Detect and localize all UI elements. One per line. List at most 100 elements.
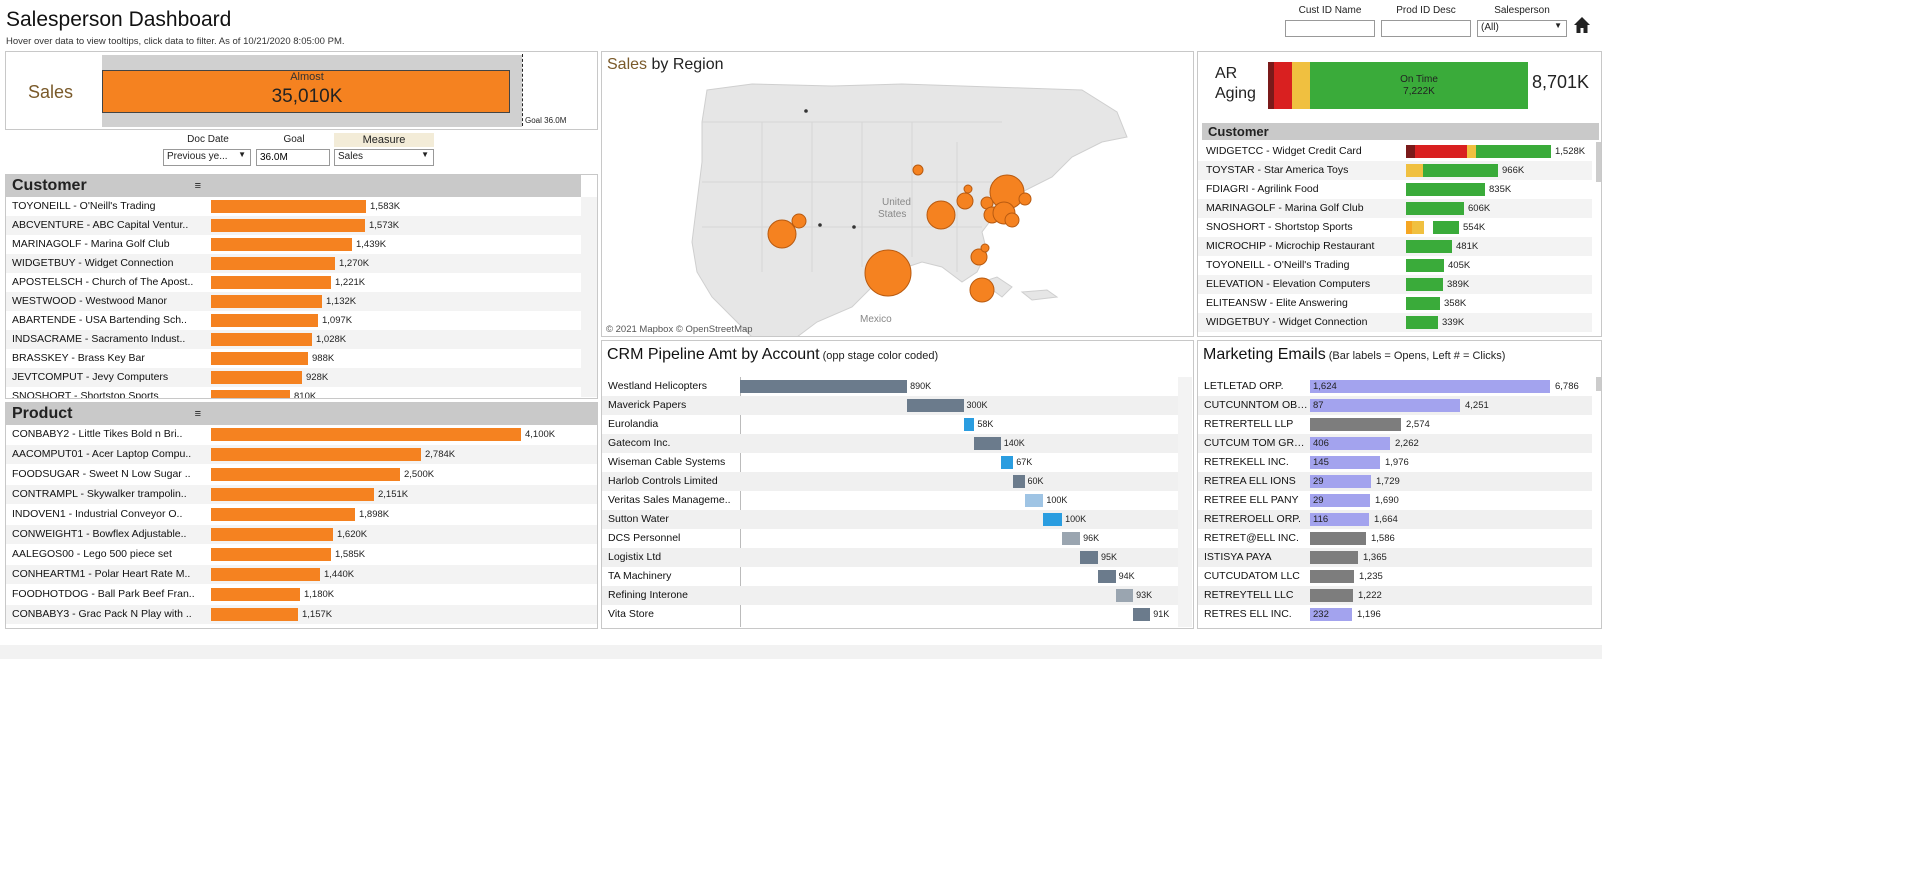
email-row[interactable]: LETLETAD ORP. 1,624 6,786 <box>1198 377 1592 396</box>
product-row-bar[interactable] <box>211 528 333 541</box>
crm-row-bar[interactable] <box>1043 513 1063 526</box>
product-row-bar[interactable] <box>211 568 320 581</box>
email-row-bar[interactable] <box>1310 570 1354 583</box>
customer-row-bar[interactable] <box>211 219 365 232</box>
customer-row-bar[interactable] <box>211 352 308 365</box>
crm-row[interactable]: Maverick Papers 300K <box>602 396 1178 415</box>
ar-row[interactable]: MICROCHIP - Microchip Restaurant 481K <box>1198 237 1592 256</box>
ar-row-segment[interactable] <box>1406 278 1443 291</box>
ar-row-segment[interactable] <box>1424 221 1433 234</box>
sales-kpi-bar[interactable] <box>102 70 510 113</box>
customer-row-bar[interactable] <box>211 371 302 384</box>
email-row-bar[interactable] <box>1310 589 1353 602</box>
crm-row-bar[interactable] <box>1013 475 1025 488</box>
email-row[interactable]: RETREYTELL LLC 1,222 <box>1198 586 1592 605</box>
crm-row-bar[interactable] <box>1080 551 1098 564</box>
email-row[interactable]: RETRES ELL INC. 232 1,196 <box>1198 605 1592 624</box>
crm-row[interactable]: DCS Personnel 96K <box>602 529 1178 548</box>
email-row-bar[interactable] <box>1310 437 1390 450</box>
email-row[interactable]: CUTCUM TOM GRAM 406 2,262 <box>1198 434 1592 453</box>
customer-row-bar[interactable] <box>211 238 352 251</box>
sales-bubble[interactable] <box>912 164 924 176</box>
email-row-bar[interactable] <box>1310 494 1370 507</box>
sort-icon[interactable]: ≡ <box>194 180 201 192</box>
crm-row-bar[interactable] <box>974 437 1001 450</box>
ar-row-segment[interactable] <box>1406 240 1452 253</box>
customer-row-bar[interactable] <box>211 276 331 289</box>
email-row-bar[interactable] <box>1310 513 1369 526</box>
ar-row[interactable]: WIDGETBUY - Widget Connection 339K <box>1198 313 1592 332</box>
customer-row[interactable]: WIDGETBUY - Widget Connection 1,270K <box>6 254 581 273</box>
ar-row[interactable]: WIDGETCC - Widget Credit Card 1,528K <box>1198 142 1592 161</box>
sales-bubble[interactable] <box>970 248 988 266</box>
product-row-bar[interactable] <box>211 428 521 441</box>
ar-row-segment[interactable] <box>1415 145 1467 158</box>
ar-row-segment[interactable] <box>1433 221 1459 234</box>
sales-bubbles[interactable] <box>767 164 1032 303</box>
product-row-bar[interactable] <box>211 608 298 621</box>
ar-scrollbar[interactable] <box>1596 142 1601 182</box>
customer-row[interactable]: SNOSHORT - Shortstop Sports 810K <box>6 387 581 398</box>
sales-bubble[interactable] <box>1018 192 1032 206</box>
crm-row-bar[interactable] <box>1115 589 1134 602</box>
goal-input[interactable] <box>256 149 330 166</box>
email-row[interactable]: RETREE ELL PANY 29 1,690 <box>1198 491 1592 510</box>
crm-row[interactable]: Refining Interone 93K <box>602 586 1178 605</box>
product-row[interactable]: CONTRAMPL - Skywalker trampolin.. 2,151K <box>6 485 597 504</box>
email-row[interactable]: CUTCUDATOM LLC 1,235 <box>1198 567 1592 586</box>
crm-row[interactable]: Veritas Sales Manageme.. 100K <box>602 491 1178 510</box>
crm-row[interactable]: Gatecom Inc. 140K <box>602 434 1178 453</box>
ar-row-segment[interactable] <box>1406 316 1438 329</box>
customer-row[interactable]: ABCVENTURE - ABC Capital Ventur.. 1,573K <box>6 216 581 235</box>
product-row[interactable]: FOODHOTDOG - Ball Park Beef Fran.. 1,180K <box>6 585 597 604</box>
product-row-bar[interactable] <box>211 508 355 521</box>
crm-row-bar[interactable] <box>740 380 908 393</box>
customer-row-bar[interactable] <box>211 390 290 398</box>
ar-row[interactable]: SNOSHORT - Shortstop Sports 554K <box>1198 218 1592 237</box>
ar-seg-ontime[interactable]: On Time 7,222K <box>1310 62 1528 109</box>
crm-row-bar[interactable] <box>1097 570 1116 583</box>
ar-seg-30[interactable] <box>1292 62 1310 109</box>
email-row-bar[interactable] <box>1310 418 1401 431</box>
sales-bubble[interactable] <box>963 184 973 194</box>
email-row-bar[interactable] <box>1310 399 1460 412</box>
product-row[interactable]: CONBABY2 - Little Tikes Bold n Bri.. 4,10… <box>6 425 597 444</box>
sales-bubble[interactable] <box>1004 212 1020 228</box>
ar-row-segment[interactable] <box>1406 221 1412 234</box>
email-row-bar[interactable] <box>1310 456 1380 469</box>
customer-row[interactable]: ABARTENDE - USA Bartending Sch.. 1,097K <box>6 311 581 330</box>
ar-row-segment[interactable] <box>1406 202 1464 215</box>
crm-row[interactable]: Logistix Ltd 95K <box>602 548 1178 567</box>
product-row[interactable]: CONHEARTM1 - Polar Heart Rate M.. 1,440K <box>6 565 597 584</box>
customer-row-bar[interactable] <box>211 200 366 213</box>
customer-row[interactable]: APOSTELSCH - Church of The Apost.. 1,221K <box>6 273 581 292</box>
sales-bubble[interactable] <box>864 249 912 297</box>
crm-row[interactable]: Westland Helicopters 890K <box>602 377 1178 396</box>
crm-row[interactable]: TA Machinery 94K <box>602 567 1178 586</box>
ar-row[interactable]: TOYSTAR - Star America Toys 966K <box>1198 161 1592 180</box>
email-scrollbar[interactable] <box>1596 377 1601 391</box>
ar-row-segment[interactable] <box>1467 145 1476 158</box>
customer-row[interactable]: BRASSKEY - Brass Key Bar 988K <box>6 349 581 368</box>
sales-bubble[interactable] <box>791 213 807 229</box>
email-row[interactable]: RETRERTELL LLP 2,574 <box>1198 415 1592 434</box>
ar-seg-90plus[interactable] <box>1268 62 1274 109</box>
ar-row[interactable]: ELITEANSW - Elite Answering 358K <box>1198 294 1592 313</box>
ar-row[interactable]: FDIAGRI - Agrilink Food 835K <box>1198 180 1592 199</box>
doc-date-select[interactable]: Previous ye... ▼ <box>163 149 251 166</box>
sales-bubble[interactable] <box>956 192 974 210</box>
sales-region-map[interactable]: United States Mexico <box>602 82 1193 337</box>
crm-row[interactable]: Harlob Controls Limited 60K <box>602 472 1178 491</box>
ar-row-segment[interactable] <box>1406 145 1415 158</box>
customer-scrollbar[interactable] <box>581 197 597 397</box>
product-row[interactable]: CONWEIGHT1 - Bowflex Adjustable.. 1,620K <box>6 525 597 544</box>
email-row[interactable]: RETREKELL INC. 145 1,976 <box>1198 453 1592 472</box>
crm-row[interactable]: Eurolandia 58K <box>602 415 1178 434</box>
crm-row[interactable]: Vita Store 91K <box>602 605 1178 624</box>
product-row-bar[interactable] <box>211 488 374 501</box>
customer-row[interactable]: INDSACRAME - Sacramento Indust.. 1,028K <box>6 330 581 349</box>
crm-scrollbar[interactable] <box>1178 377 1192 627</box>
crm-row-bar[interactable] <box>1062 532 1081 545</box>
product-row-bar[interactable] <box>211 588 300 601</box>
prod-id-input[interactable] <box>1381 20 1471 37</box>
